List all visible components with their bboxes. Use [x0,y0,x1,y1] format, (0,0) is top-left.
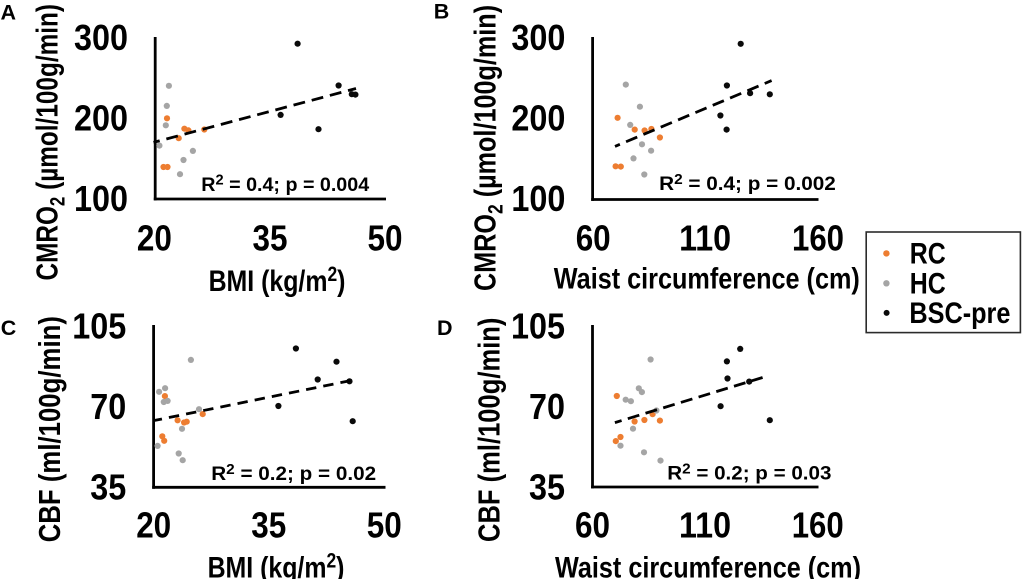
svg-text:300: 300 [74,17,128,58]
svg-text:160: 160 [792,504,844,545]
svg-text:CMRO2 (µmol/100g/min): CMRO2 (µmol/100g/min) [30,4,71,281]
svg-text:160: 160 [792,217,844,258]
svg-text:105: 105 [72,305,126,346]
svg-text:CMRO2 (µmol/100g/min): CMRO2 (µmol/100g/min) [467,5,508,291]
svg-text:CBF (ml/100g/min): CBF (ml/100g/min) [33,316,68,542]
svg-text:35: 35 [251,504,286,545]
svg-text:HC: HC [910,268,946,301]
svg-text:70: 70 [529,386,565,427]
svg-text:BMI (kg/m2): BMI (kg/m2) [209,264,346,298]
svg-text:D: D [437,316,453,340]
svg-text:B: B [434,0,450,24]
svg-text:35: 35 [90,467,126,508]
svg-text:105: 105 [511,305,565,346]
svg-text:200: 200 [511,98,565,139]
svg-text:R2 = 0.2; p = 0.02: R2 = 0.2; p = 0.02 [211,461,376,485]
svg-text:R2 = 0.4; p = 0.002: R2 = 0.4; p = 0.002 [659,171,836,195]
svg-text:70: 70 [90,386,126,427]
svg-text:300: 300 [511,17,565,58]
svg-text:R2 = 0.2; p = 0.03: R2 = 0.2; p = 0.03 [667,462,831,485]
svg-text:50: 50 [367,504,402,545]
svg-text:Waist circumference (cm): Waist circumference (cm) [554,262,860,295]
svg-text:BSC-pre: BSC-pre [909,297,1010,330]
svg-text:BMI (kg/m2): BMI (kg/m2) [208,550,345,579]
svg-text:CBF (ml/100g/min): CBF (ml/100g/min) [472,318,507,542]
svg-text:60: 60 [575,504,610,545]
svg-text:110: 110 [679,504,731,545]
svg-text:100: 100 [511,178,565,219]
svg-text:C: C [1,316,17,340]
svg-text:35: 35 [529,467,565,508]
svg-text:200: 200 [74,98,128,139]
svg-text:60: 60 [576,217,611,258]
svg-text:20: 20 [136,504,171,545]
svg-text:A: A [1,1,17,25]
svg-text:50: 50 [368,217,403,258]
svg-text:35: 35 [253,217,288,258]
svg-text:R2 = 0.4; p = 0.004: R2 = 0.4; p = 0.004 [201,173,369,196]
svg-text:Waist circumference (cm): Waist circumference (cm) [555,551,861,579]
svg-text:20: 20 [137,217,172,258]
svg-text:110: 110 [679,217,731,258]
svg-text:RC: RC [910,238,946,271]
svg-text:100: 100 [74,178,128,219]
